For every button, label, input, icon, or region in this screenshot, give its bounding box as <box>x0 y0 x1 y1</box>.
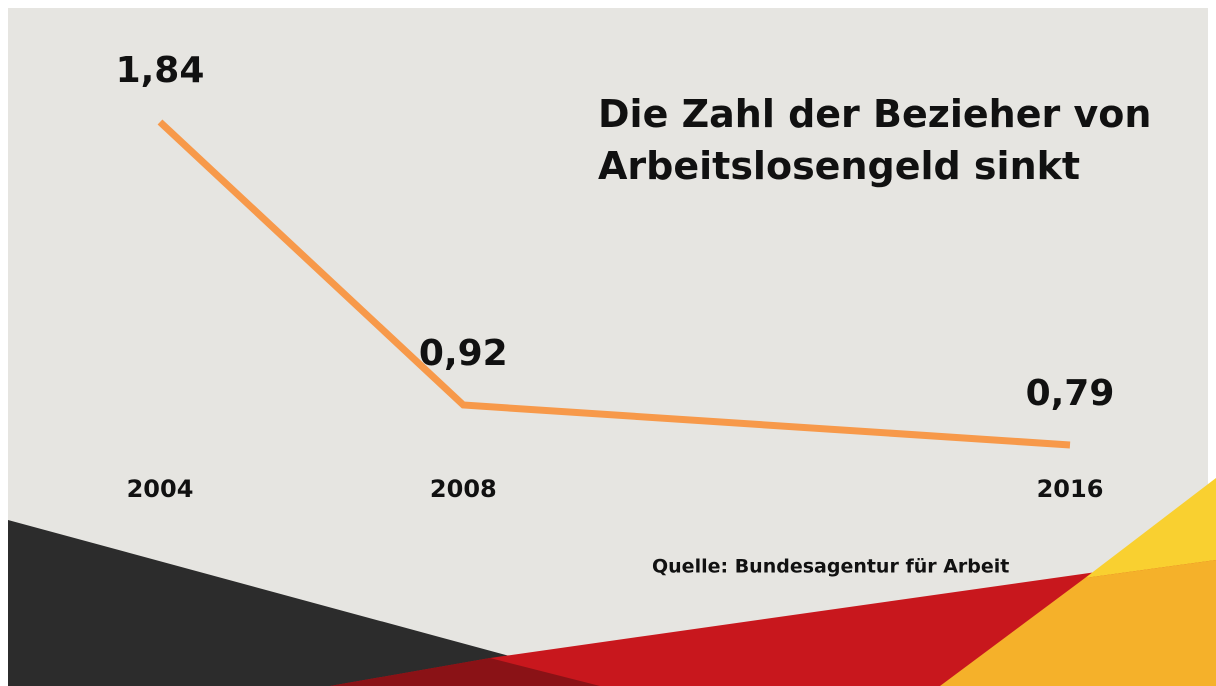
x-tick-label: 2008 <box>430 475 497 503</box>
decor-black <box>8 520 620 686</box>
line <box>157 119 1071 449</box>
x-tick-label: 2016 <box>1037 475 1104 503</box>
value-label: 0,92 <box>419 333 508 374</box>
source-note: Quelle: Bundesagentur für Arbeit <box>652 556 1009 578</box>
decor-gold <box>940 560 1216 686</box>
background <box>8 8 1208 686</box>
decor-darkred <box>330 658 600 686</box>
x-tick-label: 2004 <box>127 475 194 503</box>
chart-title: Die Zahl der Bezieher von Arbeitslosenge… <box>598 92 1152 188</box>
value-label: 1,84 <box>116 50 205 91</box>
value-label: 0,79 <box>1026 373 1115 414</box>
decor-yellow <box>1085 478 1216 578</box>
